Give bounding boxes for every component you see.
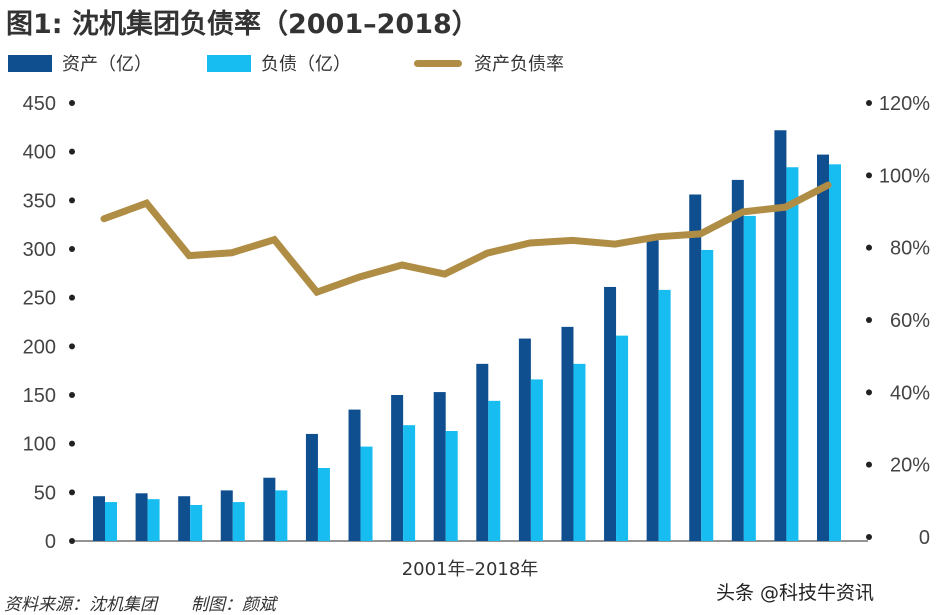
- y-tick-label: 100: [23, 434, 56, 456]
- y2-tick-label: 120%: [879, 93, 930, 115]
- y2-tick-dot: [866, 244, 872, 251]
- bar-liabilities-2001: [105, 502, 117, 541]
- legend-liabilities: 负债（亿）: [207, 50, 351, 76]
- bar-liabilities-2013: [616, 335, 629, 541]
- y-tick-dot: [69, 489, 75, 496]
- bar-liabilities-2010: [488, 400, 501, 541]
- y-tick-label: 0: [45, 531, 56, 553]
- bar-liabilities-2017: [786, 167, 799, 542]
- y-tick-dot: [69, 343, 75, 350]
- y2-tick-dot: [866, 100, 872, 106]
- bar-liabilities-2004: [232, 502, 245, 541]
- legend-label: 资产（亿）: [62, 54, 152, 75]
- bar-assets-2014: [646, 240, 659, 542]
- y-tick-dot: [69, 100, 75, 106]
- bar-liabilities-2002: [147, 499, 160, 541]
- bar-liabilities-2016: [743, 215, 756, 541]
- y-tick-dot: [69, 294, 75, 301]
- y2-tick-dot: [866, 534, 872, 540]
- y-tick-dot: [69, 197, 75, 204]
- y-tick-dot: [69, 440, 75, 447]
- bar-liabilities-2018: [829, 164, 841, 541]
- watermark: 头条 @科技牛资讯: [716, 582, 875, 604]
- bar-assets-2011: [518, 338, 531, 541]
- bar-assets-2002: [135, 493, 148, 541]
- y2-tick-label: 80%: [890, 238, 930, 260]
- y-tick-dot: [69, 246, 75, 252]
- y2-tick-label: 60%: [890, 310, 930, 332]
- bar-assets-2018: [817, 154, 829, 541]
- y-tick-dot: [69, 148, 75, 155]
- legend-assets: 资产（亿）: [8, 50, 152, 76]
- y-tick-label: 350: [23, 190, 56, 212]
- bar-assets-2005: [263, 477, 276, 541]
- bar-liabilities-2006: [317, 468, 330, 541]
- legend-swatch: [414, 59, 462, 67]
- bar-assets-2006: [305, 433, 318, 541]
- bar-assets-2001: [93, 496, 105, 541]
- bar-liabilities-2009: [445, 431, 458, 541]
- y-tick-label: 450: [23, 93, 56, 115]
- y2-tick-dot: [866, 172, 872, 179]
- y-tick-label: 200: [23, 336, 56, 358]
- y-tick-dot: [69, 392, 75, 398]
- bar-assets-2009: [433, 392, 446, 541]
- legend-swatch: [8, 54, 52, 72]
- bar-assets-2016: [731, 179, 744, 542]
- legend-label: 资产负债率: [474, 54, 564, 75]
- bar-assets-2003: [178, 496, 191, 541]
- bar-assets-2012: [561, 326, 574, 541]
- bar-assets-2008: [391, 395, 404, 541]
- bar-assets-2013: [604, 286, 617, 541]
- chart-title: 图1: 沈机集团负债率（2001–2018）: [6, 9, 479, 40]
- bar-liabilities-2005: [275, 490, 288, 541]
- bar-assets-2017: [774, 130, 787, 541]
- bar-liabilities-2011: [530, 379, 543, 541]
- y-tick-label: 250: [23, 288, 56, 310]
- bar-liabilities-2015: [701, 249, 714, 541]
- legend-label: 负债（亿）: [261, 54, 351, 75]
- y-tick-label: 50: [34, 482, 56, 504]
- y2-tick-label: 40%: [890, 382, 930, 404]
- ratio-line: [100, 181, 832, 297]
- legend-ratio: 资产负债率: [414, 50, 564, 76]
- bar-liabilities-2003: [190, 504, 203, 541]
- bar-liabilities-2008: [403, 425, 416, 541]
- bar-liabilities-2007: [360, 446, 373, 541]
- y2-tick-label: 0: [919, 527, 930, 549]
- y-tick-label: 400: [23, 142, 56, 164]
- y-tick-label: 300: [23, 239, 56, 261]
- source-note: 资料来源：沈机集团 制图：颜斌: [4, 595, 276, 615]
- y-tick-dot: [69, 538, 75, 544]
- bar-liabilities-2014: [658, 289, 671, 541]
- bar-assets-2015: [689, 194, 702, 541]
- y2-tick-dot: [866, 317, 872, 323]
- bar-assets-2004: [220, 490, 233, 541]
- x-axis-label: 2001年–2018年: [402, 559, 539, 580]
- y2-tick-label: 100%: [879, 165, 930, 187]
- y2-tick-label: 20%: [890, 455, 930, 477]
- bar-assets-2010: [476, 363, 489, 541]
- legend-swatch: [207, 54, 251, 72]
- bar-assets-2007: [348, 409, 361, 541]
- y2-tick-dot: [866, 461, 872, 468]
- y-tick-label: 150: [23, 385, 56, 407]
- bar-liabilities-2012: [573, 363, 586, 541]
- y2-tick-dot: [866, 389, 872, 396]
